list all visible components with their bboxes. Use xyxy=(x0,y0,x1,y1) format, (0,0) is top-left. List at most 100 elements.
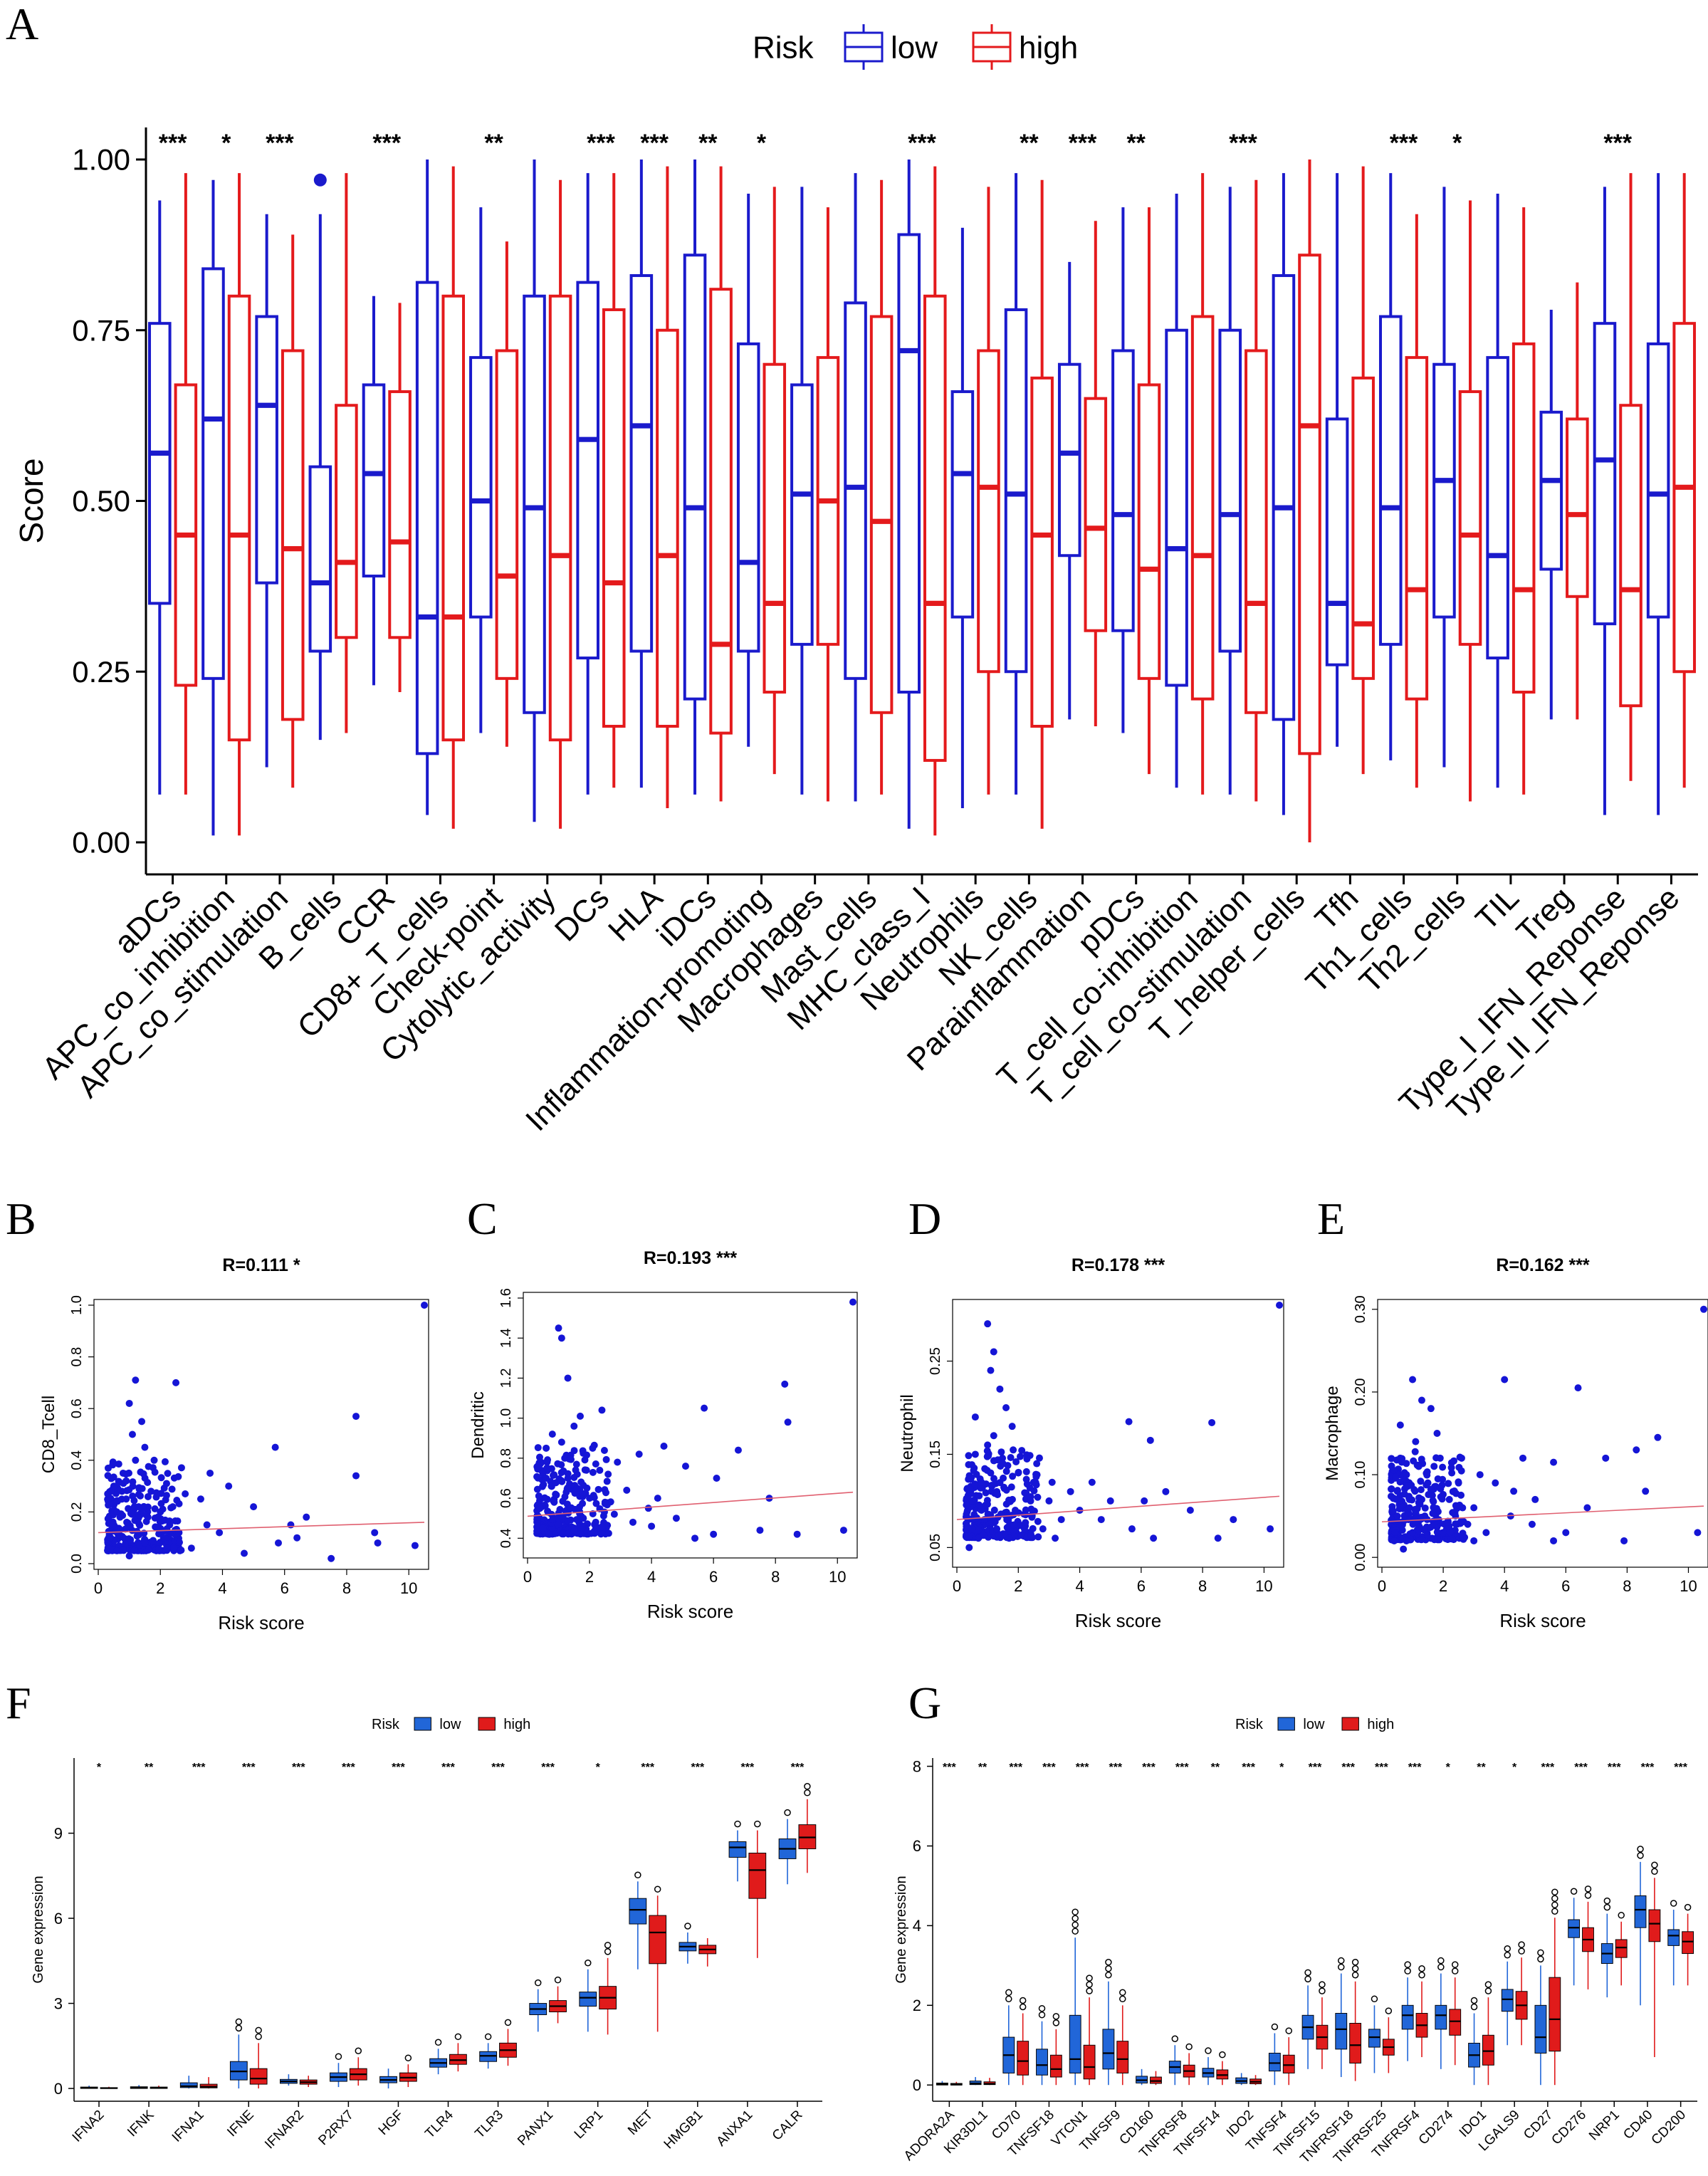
scatter-point-cloud xyxy=(602,1489,610,1497)
box-low-type-i-ifn-reponse xyxy=(1593,322,1617,626)
scatter-point xyxy=(1470,1537,1478,1544)
outlier-high-lrp1 xyxy=(604,1948,612,1955)
scatter-point-cloud xyxy=(1002,1468,1010,1475)
scatter-point-cloud xyxy=(1417,1477,1425,1485)
scatter-point-cloud xyxy=(534,1462,542,1470)
sig-label-adcs: *** xyxy=(159,130,187,157)
box-low-macrophages xyxy=(790,383,814,646)
scatter-point xyxy=(965,1544,973,1552)
outlier-high-tnfsf18 xyxy=(1052,2013,1060,2020)
x-tick-label-met: MET xyxy=(625,2107,656,2138)
outlier-high-vtcn1 xyxy=(1086,1981,1093,1988)
scatter-point-cloud xyxy=(551,1529,559,1537)
scatter-point-cloud xyxy=(1034,1493,1042,1501)
outlier-low-tnfsf4 xyxy=(1271,2023,1279,2031)
scatter-point xyxy=(1633,1446,1640,1454)
x-tick-label-ifnar2: IFNAR2 xyxy=(262,2108,307,2153)
scatter-point-cloud xyxy=(129,1492,137,1500)
scatter-point-cloud xyxy=(573,1516,581,1524)
scatter-point xyxy=(1125,1418,1133,1426)
scatter-point xyxy=(172,1379,180,1386)
scatter-point xyxy=(1396,1454,1404,1462)
box-low-neutrophils xyxy=(950,390,975,619)
y-tick-label: 0.0 xyxy=(69,1554,85,1574)
scatter-point-cloud xyxy=(1447,1529,1455,1537)
box-low-treg xyxy=(1539,410,1563,571)
outlier-low-tlr4 xyxy=(434,2039,442,2046)
scatter-point xyxy=(122,1477,130,1485)
scatter-point xyxy=(1029,1478,1037,1486)
sig-label-mhc-class-i: *** xyxy=(908,130,936,157)
scatter-point xyxy=(1455,1479,1462,1487)
scatter-point-cloud xyxy=(175,1539,183,1547)
scatter-point xyxy=(122,1495,130,1503)
scatter-point-cloud xyxy=(122,1525,130,1533)
scatter-point-cloud xyxy=(129,1482,137,1490)
panel-a-boxplot: 0.000.250.500.751.00Score***aDCs*APC_co_… xyxy=(13,24,1698,1138)
scatter-point-cloud xyxy=(1027,1505,1035,1513)
sig-label-apc-co-inhibition: * xyxy=(221,130,231,157)
outlier-high-calr xyxy=(804,1789,811,1796)
scatter-point xyxy=(1005,1534,1013,1542)
scatter-point xyxy=(1405,1504,1413,1512)
outlier-low-tnfsf18 xyxy=(1038,2004,1046,2012)
scatter-point-cloud xyxy=(599,1512,607,1519)
y-tick-label: 0.25 xyxy=(72,655,130,689)
outlier-high-cd40 xyxy=(1651,1861,1658,1869)
scatter-point-cloud xyxy=(150,1537,157,1545)
outlier-high-vtcn1 xyxy=(1086,1974,1093,1982)
scatter-point xyxy=(756,1527,764,1534)
scatter-point xyxy=(1396,1421,1404,1429)
box-high-th1-cells xyxy=(1405,356,1429,701)
box-high-cd8-t-cells xyxy=(441,294,466,742)
outlier-high-cd27 xyxy=(1551,1895,1558,1902)
y-tick-label: 0.25 xyxy=(928,1347,943,1375)
sig-label-cd40: *** xyxy=(1641,1762,1655,1774)
scatter-point xyxy=(374,1539,382,1547)
scatter-point-cloud xyxy=(1009,1473,1017,1480)
box-low-check-point xyxy=(469,356,493,619)
outlier-high-tnfsf15 xyxy=(1319,1987,1326,1994)
legend-label-low: low xyxy=(439,1717,461,1732)
scatter-point xyxy=(975,1534,983,1542)
box-high-cd274 xyxy=(1449,2009,1462,2036)
scatter-point xyxy=(153,1524,161,1532)
scatter-point-cloud xyxy=(1002,1486,1010,1494)
scatter-point xyxy=(1501,1376,1509,1383)
x-tick-label: 6 xyxy=(1561,1577,1570,1595)
outlier-high-tnfsf4 xyxy=(1285,2027,1292,2034)
scatter-point xyxy=(271,1443,279,1451)
scatter-point-cloud xyxy=(1452,1490,1460,1497)
box-low-mast-cells xyxy=(844,301,867,680)
box-low-type-ii-ifn-reponse xyxy=(1646,342,1670,619)
scatter-point xyxy=(157,1508,164,1516)
scatter-point-cloud xyxy=(177,1464,185,1472)
outlier-high-cd40 xyxy=(1651,1868,1658,1876)
outlier-low-tnfsf9 xyxy=(1105,1971,1112,1979)
scatter-point xyxy=(570,1422,578,1430)
scatter-point-cloud xyxy=(1022,1475,1030,1483)
scatter-point-cloud xyxy=(598,1523,606,1531)
scatter-point-cloud xyxy=(968,1474,975,1482)
scatter-point xyxy=(586,1495,594,1502)
scatter-point-cloud xyxy=(144,1478,152,1486)
x-tick-label-panx1: PANX1 xyxy=(515,2108,556,2149)
scatter-point xyxy=(561,1454,569,1462)
box-high-cd200 xyxy=(1682,1931,1694,1955)
outlier-high-tnfrsf18 xyxy=(1351,1958,1359,1966)
scatter-point-cloud xyxy=(602,1455,610,1463)
box-high-neutrophils xyxy=(977,349,1000,674)
y-tick-label: 0.2 xyxy=(69,1502,85,1522)
scatter-point-cloud xyxy=(968,1461,976,1469)
legend-swatch-low xyxy=(414,1717,431,1731)
scatter-point xyxy=(1492,1479,1499,1487)
scatter-point-cloud xyxy=(995,1531,1002,1539)
trend-line xyxy=(527,1491,854,1517)
scatter-point xyxy=(1020,1525,1028,1533)
scatter-point-cloud xyxy=(1452,1520,1460,1528)
scatter-point xyxy=(1033,1460,1041,1468)
outlier-low-lrp1 xyxy=(585,1960,592,1967)
sig-label-ifnk: ** xyxy=(145,1762,154,1774)
scatter-point xyxy=(713,1474,721,1482)
scatter-point-cloud xyxy=(137,1468,145,1476)
